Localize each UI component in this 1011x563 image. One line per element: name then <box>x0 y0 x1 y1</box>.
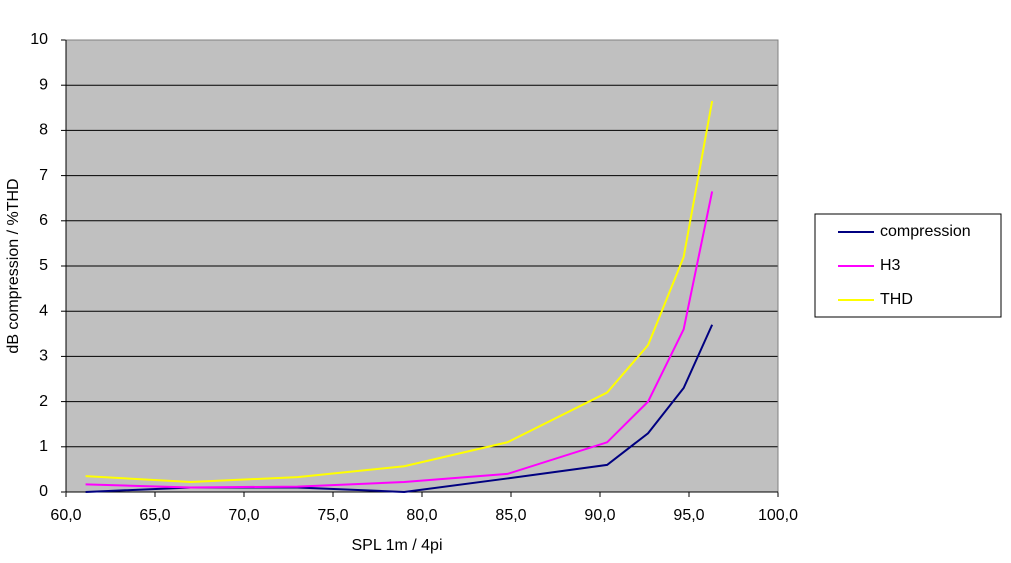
y-tick-label: 5 <box>39 257 48 274</box>
y-tick-label: 10 <box>30 31 48 48</box>
y-tick-label: 7 <box>39 167 48 184</box>
y-tick-label: 8 <box>39 122 48 139</box>
x-tick-label: 70,0 <box>228 507 259 524</box>
x-tick-label: 80,0 <box>406 507 437 524</box>
x-tick-label: 85,0 <box>495 507 526 524</box>
x-axis-title: SPL 1m / 4pi <box>351 537 442 554</box>
y-tick-label: 4 <box>39 302 48 319</box>
x-tick-label: 75,0 <box>317 507 348 524</box>
legend-label: THD <box>880 291 913 308</box>
x-tick-label: 65,0 <box>139 507 170 524</box>
x-tick-label: 95,0 <box>673 507 704 524</box>
series-line <box>85 191 714 489</box>
legend-label: H3 <box>880 257 901 274</box>
legend-label: compression <box>880 223 971 240</box>
series-line <box>85 100 714 484</box>
y-tick-label: 0 <box>39 483 48 500</box>
y-tick-label: 9 <box>39 76 48 93</box>
y-tick-label: 2 <box>39 393 48 410</box>
x-tick-label: 90,0 <box>584 507 615 524</box>
y-tick-label: 6 <box>39 212 48 229</box>
x-tick-label: 100,0 <box>758 507 798 524</box>
y-tick-label: 3 <box>39 348 48 365</box>
x-tick-label: 60,0 <box>50 507 81 524</box>
y-axis-title: dB compression / %THD <box>5 178 22 353</box>
y-tick-label: 1 <box>39 438 48 455</box>
